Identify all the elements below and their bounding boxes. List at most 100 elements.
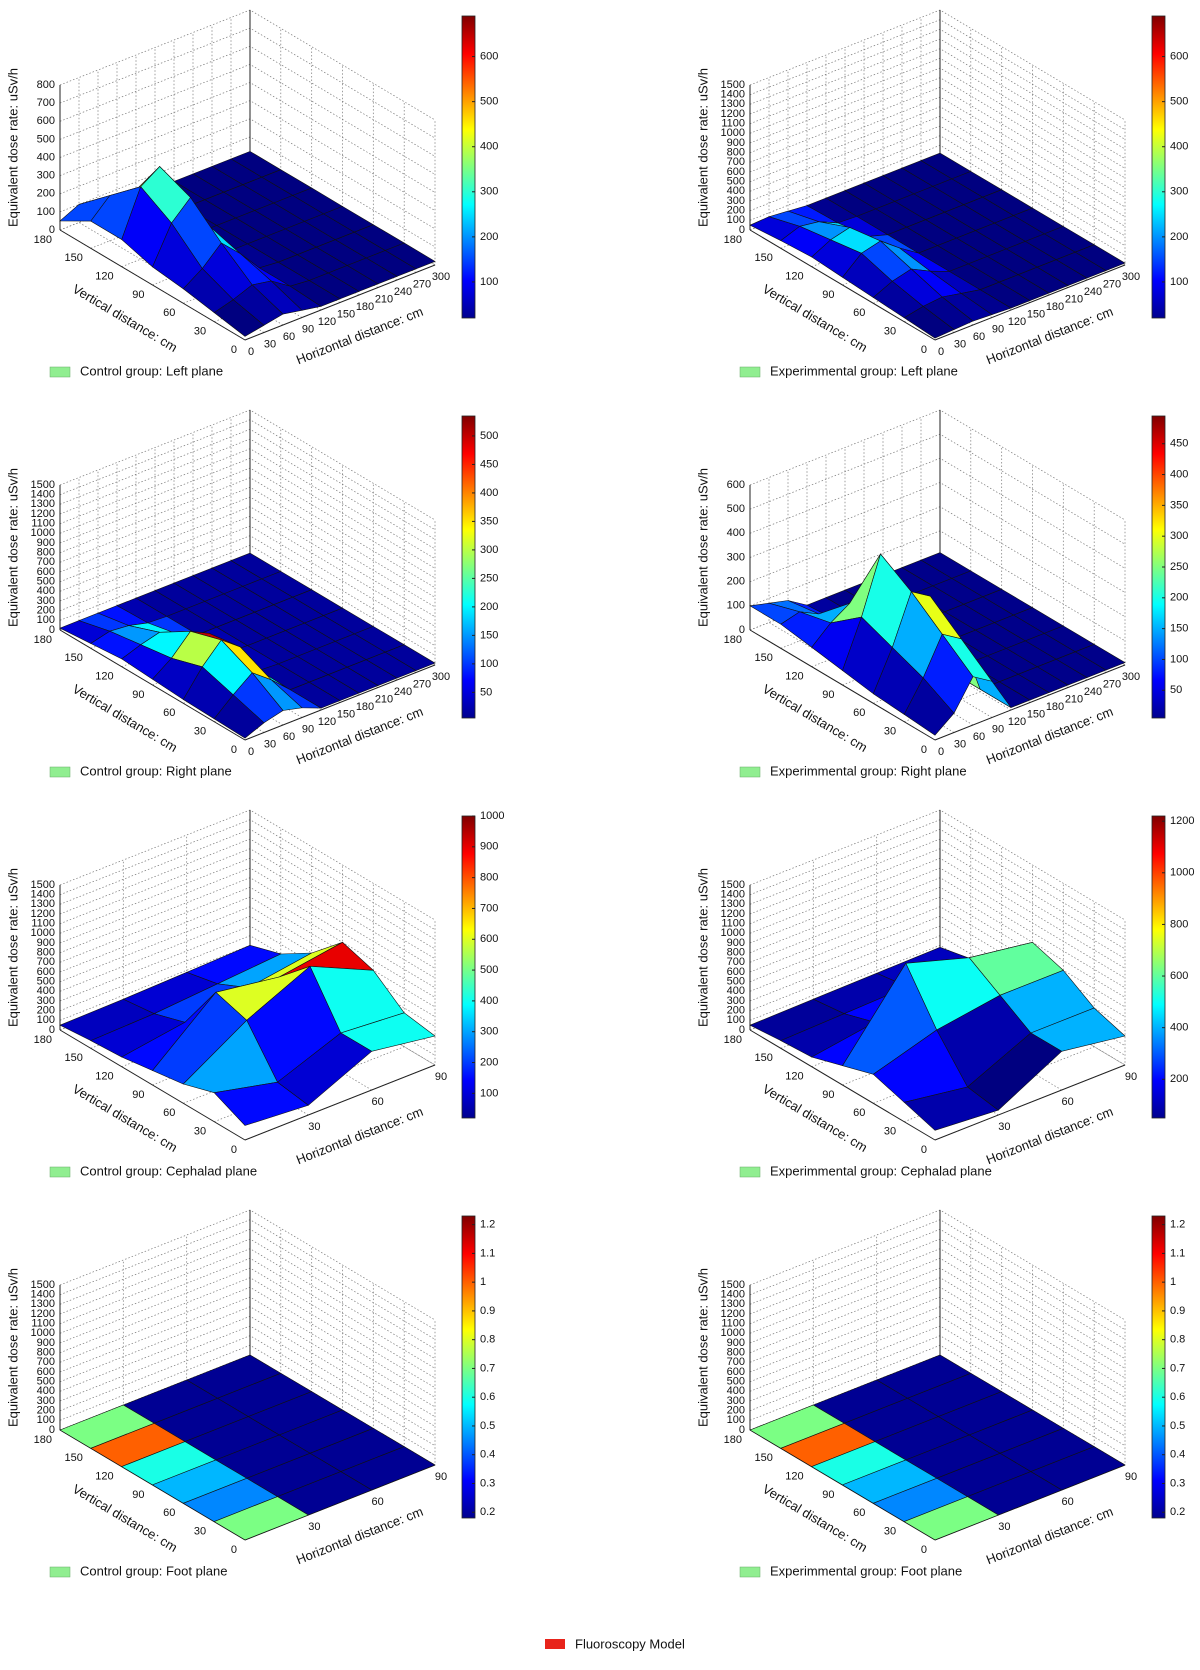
z-tick-label: 1300 [721,1298,745,1310]
colorbar-tick-label: 400 [1170,468,1188,480]
legend-label: Control group: Left plane [80,363,223,378]
x-tick-label: 90 [1125,1071,1137,1083]
y-tick-label: 150 [64,252,82,264]
legend-label: Experimmental group: Right plane [770,763,967,778]
legend-swatch [49,366,71,378]
x-tick-label: 30 [264,338,276,350]
chart-panel: 0100200300400500600030609012015018021024… [695,409,1188,778]
colorbar-tick-label: 800 [1170,918,1188,930]
z-axis-label: Equivalent dose rate: uSv/h [695,868,710,1027]
z-tick-label: 800 [37,947,55,959]
z-tick-label: 100 [37,1414,55,1426]
x-tick-label: 300 [1122,671,1140,683]
legend-label: Control group: Right plane [80,763,232,778]
z-tick-label: 1500 [31,1279,55,1291]
x-tick-label: 270 [413,278,431,290]
x-grid-line [844,447,1031,703]
z-tick-label: 400 [37,1385,55,1397]
z-grid-line [59,848,436,960]
colorbar-tick-label: 500 [480,964,498,976]
x-tick-label: 150 [1027,308,1045,320]
legend-swatch [49,1566,71,1578]
colorbar-tick-label: 350 [480,515,498,527]
colorbar-tick-label: 0.2 [1170,1506,1185,1518]
x-grid-line [192,432,379,688]
colorbar-tick-label: 400 [1170,141,1188,153]
x-grid-line [825,55,1012,311]
colorbar-tick-label: 150 [480,629,498,641]
z-tick-label: 0 [49,224,55,236]
colorbar-tick-label: 1.2 [480,1219,495,1231]
colorbar [1151,15,1166,319]
x-grid-line [186,1235,372,1491]
axis-edge [934,1064,1126,1141]
axis-edge [934,264,1126,341]
y-tick-label: 60 [853,307,865,319]
legend-swatch [739,766,761,778]
legend-swatch [739,1166,761,1178]
z-grid-line [59,1248,436,1360]
x-tick-label: 300 [432,271,450,283]
y-tick-label: 150 [754,652,772,664]
z-tick-label: 800 [727,1347,745,1359]
z-tick-label: 300 [37,995,55,1007]
z-grid-line [749,28,1126,140]
colorbar-tick-label: 600 [480,933,498,945]
colorbar-tick-label: 0.5 [480,1420,495,1432]
z-tick-label: 400 [727,527,745,539]
colorbar [1151,815,1166,1119]
colorbar-tick-label: 1.1 [480,1247,495,1259]
y-tick-label: 90 [132,289,144,301]
z-tick-label: 1100 [721,1318,745,1330]
x-grid-line [122,860,309,1116]
z-tick-label: 200 [727,1005,745,1017]
colorbar-tick-label: 0.3 [1170,1477,1185,1489]
y-tick-label: 30 [884,326,896,338]
y-tick-label: 60 [163,307,175,319]
z-grid-line [749,809,1126,921]
surface-cell [213,299,265,337]
z-tick-label: 0 [49,1024,55,1036]
z-grid-line [749,409,1126,521]
z-grid-line [749,433,1126,545]
x-grid-line [192,32,379,288]
z-tick-label: 400 [37,585,55,597]
z-tick-label: 1300 [31,498,55,510]
y-tick-label: 150 [754,1052,772,1064]
y-tick-label: 0 [921,1144,927,1156]
z-tick-label: 300 [37,595,55,607]
chart-panel: 0100200300400500600700800900100011001200… [5,1209,495,1578]
z-tick-label: 0 [739,624,745,636]
z-tick-label: 100 [727,1414,745,1426]
colorbar-tick-label: 400 [1170,1022,1188,1034]
z-tick-label: 1300 [31,898,55,910]
x-tick-label: 90 [435,1071,447,1083]
x-grid-line [863,40,1050,296]
colorbar-tick-label: 200 [480,601,498,613]
y-tick-label: 60 [853,1107,865,1119]
y-tick-label: 30 [194,326,206,338]
z-tick-label: 0 [739,1024,745,1036]
z-grid-line [749,48,1126,160]
z-tick-label: 600 [37,566,55,578]
z-tick-label: 1300 [721,98,745,110]
x-grid-line [812,860,999,1116]
z-grid-line [59,1257,436,1369]
x-grid-line [863,440,1050,696]
z-grid-line [749,1228,1126,1340]
colorbar-tick-label: 1.1 [1170,1247,1185,1259]
colorbar-tick-label: 250 [480,572,498,584]
z-grid-line [749,57,1126,169]
x-grid-line [135,455,322,711]
y-tick-label: 150 [64,1452,82,1464]
surface-cell [903,1496,999,1541]
z-tick-label: 1200 [31,908,55,920]
chart-panel: 0100200300400500600700800900100011001200… [5,409,498,778]
z-grid-line [59,1219,436,1331]
colorbar-tick-label: 1000 [1170,867,1194,879]
z-tick-label: 1400 [31,489,55,501]
x-grid-line [154,447,341,703]
surface-cell [903,677,955,736]
z-tick-label: 1200 [721,908,745,920]
